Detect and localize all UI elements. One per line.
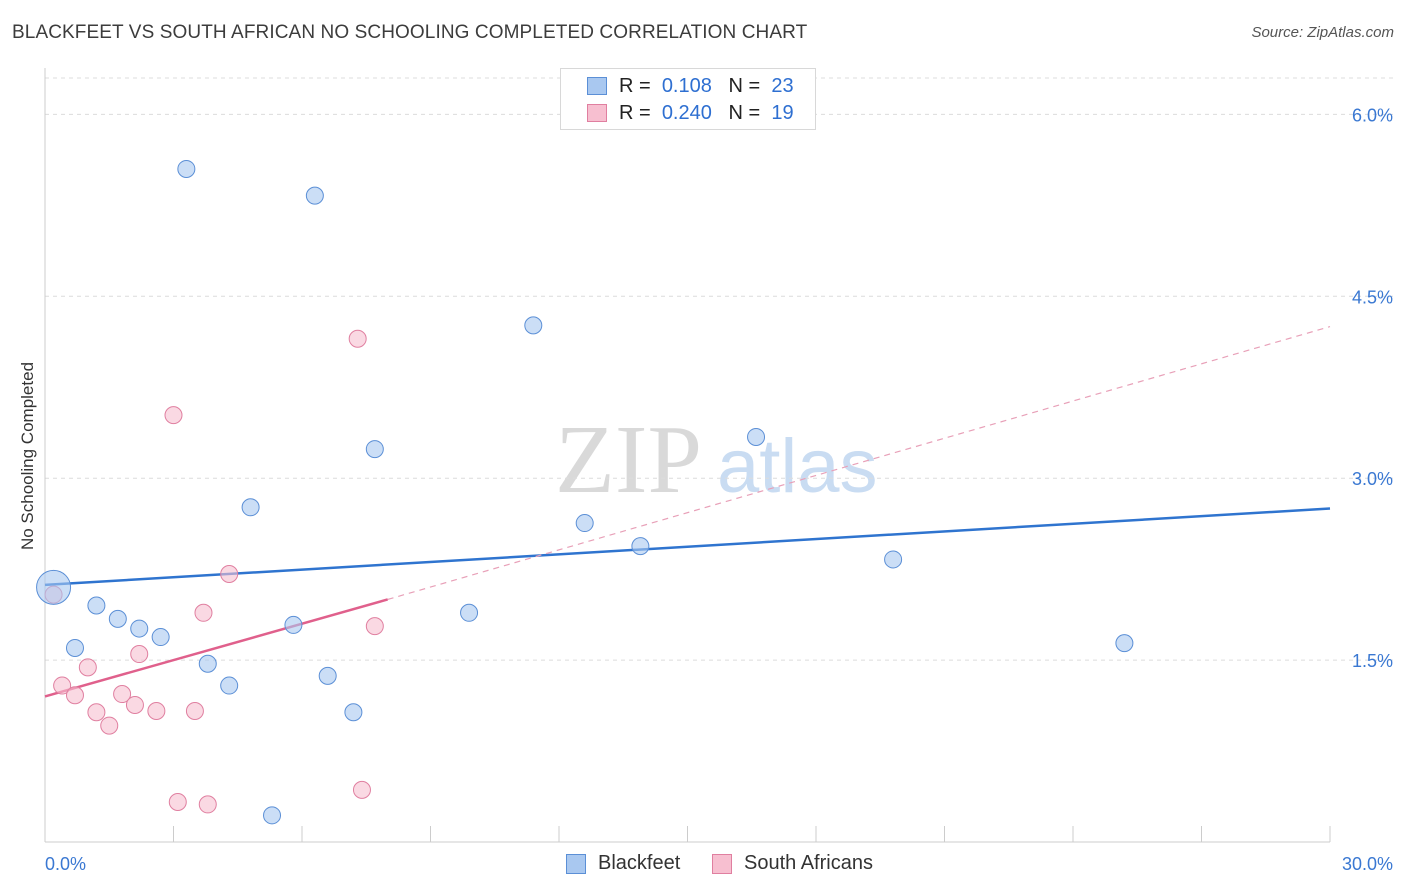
- legend-r-label: R =: [619, 74, 651, 97]
- bottom-legend-south-africans: South Africans: [712, 852, 873, 875]
- point-blackfeet: [575, 514, 594, 533]
- point-blackfeet: [177, 159, 196, 178]
- point-blackfeet: [884, 550, 903, 569]
- point-south-africans: [125, 695, 144, 714]
- point-south-africans: [194, 603, 213, 622]
- point-south-africans: [348, 329, 367, 348]
- legend-row-south-africans: R = 0.240 N = 19: [587, 100, 794, 126]
- point-blackfeet: [198, 654, 217, 673]
- point-blackfeet: [305, 186, 324, 205]
- y-tick-label: 1.5%: [1352, 651, 1393, 671]
- point-blackfeet: [1115, 634, 1134, 653]
- trend-line-blackfeet: [44, 507, 1331, 587]
- legend-swatch-south-africans: [587, 104, 607, 122]
- point-blackfeet: [284, 615, 303, 634]
- point-south-africans: [130, 645, 149, 664]
- legend-r-label: R =: [619, 101, 651, 124]
- point-blackfeet: [365, 440, 384, 459]
- point-blackfeet: [318, 666, 337, 685]
- y-tick-label: 6.0%: [1352, 105, 1393, 125]
- point-south-africans: [365, 617, 384, 636]
- point-blackfeet: [747, 427, 766, 446]
- point-south-africans: [352, 780, 371, 799]
- point-blackfeet: [36, 569, 72, 605]
- y-tick-label: 4.5%: [1352, 287, 1393, 307]
- legend-row-blackfeet: R = 0.108 N = 23: [587, 73, 794, 99]
- point-blackfeet: [263, 806, 282, 825]
- trend-line-south-africans: [44, 598, 389, 698]
- point-blackfeet: [87, 596, 106, 615]
- point-south-africans: [65, 686, 84, 705]
- point-south-africans: [168, 792, 187, 811]
- y-tick-label: 3.0%: [1352, 469, 1393, 489]
- point-blackfeet: [108, 609, 127, 628]
- chart-title: BLACKFEET VS SOUTH AFRICAN NO SCHOOLING …: [12, 22, 808, 43]
- point-south-africans: [198, 795, 217, 814]
- point-south-africans: [87, 703, 106, 722]
- bottom-legend-label-blackfeet: Blackfeet: [598, 852, 681, 874]
- point-south-africans: [147, 702, 166, 721]
- watermark-zip: ZIP: [555, 406, 702, 514]
- point-south-africans: [113, 685, 132, 704]
- watermark-atlas: atlas: [717, 424, 878, 509]
- point-blackfeet: [344, 703, 363, 722]
- point-blackfeet: [524, 316, 543, 335]
- point-blackfeet: [130, 619, 149, 638]
- bottom-legend-swatch-south-africans: [712, 853, 732, 874]
- point-blackfeet: [241, 498, 260, 517]
- point-south-africans: [185, 702, 204, 721]
- point-south-africans: [164, 406, 183, 425]
- point-blackfeet: [151, 628, 170, 647]
- point-blackfeet: [631, 537, 650, 556]
- x-tick-label-min: 0.0%: [45, 854, 86, 874]
- legend-n-value: 23: [771, 74, 794, 97]
- legend: R = 0.108 N = 23 R = 0.240 N = 19: [560, 68, 816, 130]
- bottom-legend-blackfeet: Blackfeet: [566, 852, 680, 875]
- point-blackfeet: [65, 638, 84, 657]
- trend-line-south-africans-extension: [387, 326, 1331, 601]
- x-tick-label-max: 30.0%: [1342, 854, 1393, 874]
- point-south-africans: [220, 564, 239, 583]
- legend-r-value: 0.108: [661, 74, 712, 97]
- source-label: Source: ZipAtlas.com: [1251, 24, 1394, 41]
- point-blackfeet: [460, 603, 479, 622]
- point-south-africans: [78, 658, 97, 677]
- legend-r-value: 0.240: [661, 101, 712, 124]
- legend-n-value: 19: [771, 101, 794, 124]
- point-south-africans: [53, 676, 72, 695]
- bottom-legend-swatch-blackfeet: [566, 853, 586, 874]
- legend-swatch-blackfeet: [587, 77, 607, 95]
- bottom-legend-label-south-africans: South Africans: [744, 852, 873, 874]
- legend-n-label: N =: [728, 101, 761, 124]
- legend-n-label: N =: [728, 74, 761, 97]
- watermark: ZIP atlas: [555, 406, 878, 514]
- point-blackfeet: [220, 676, 239, 695]
- point-south-africans: [100, 716, 119, 735]
